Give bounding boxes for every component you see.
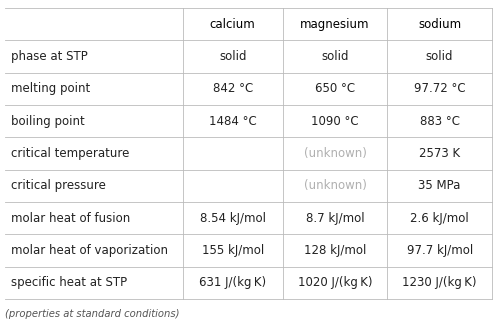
Text: (properties at standard conditions): (properties at standard conditions): [5, 309, 179, 319]
Text: 650 °C: 650 °C: [315, 82, 355, 95]
Text: critical temperature: critical temperature: [11, 147, 129, 160]
Text: 883 °C: 883 °C: [419, 115, 460, 128]
Text: (unknown): (unknown): [304, 179, 366, 192]
Text: 1090 °C: 1090 °C: [311, 115, 359, 128]
Text: 35 MPa: 35 MPa: [418, 179, 461, 192]
Text: sodium: sodium: [418, 18, 461, 31]
Text: molar heat of vaporization: molar heat of vaporization: [11, 244, 168, 257]
Text: 2573 K: 2573 K: [419, 147, 460, 160]
Text: 155 kJ/mol: 155 kJ/mol: [202, 244, 264, 257]
Text: solid: solid: [426, 50, 453, 63]
Text: 1020 J/(kg K): 1020 J/(kg K): [298, 276, 372, 289]
Text: calcium: calcium: [210, 18, 255, 31]
Text: 1484 °C: 1484 °C: [209, 115, 256, 128]
Text: critical pressure: critical pressure: [11, 179, 106, 192]
Text: solid: solid: [219, 50, 247, 63]
Text: 842 °C: 842 °C: [213, 82, 253, 95]
Text: magnesium: magnesium: [300, 18, 370, 31]
Text: 631 J/(kg K): 631 J/(kg K): [199, 276, 266, 289]
Text: specific heat at STP: specific heat at STP: [11, 276, 127, 289]
Text: 8.54 kJ/mol: 8.54 kJ/mol: [200, 212, 266, 225]
Text: solid: solid: [321, 50, 349, 63]
Text: melting point: melting point: [11, 82, 90, 95]
Text: 2.6 kJ/mol: 2.6 kJ/mol: [410, 212, 469, 225]
Text: phase at STP: phase at STP: [11, 50, 87, 63]
Text: 8.7 kJ/mol: 8.7 kJ/mol: [306, 212, 364, 225]
Text: boiling point: boiling point: [11, 115, 84, 128]
Text: 97.7 kJ/mol: 97.7 kJ/mol: [407, 244, 473, 257]
Text: 97.72 °C: 97.72 °C: [414, 82, 466, 95]
Text: molar heat of fusion: molar heat of fusion: [11, 212, 130, 225]
Text: 128 kJ/mol: 128 kJ/mol: [304, 244, 366, 257]
Text: 1230 J/(kg K): 1230 J/(kg K): [403, 276, 477, 289]
Text: (unknown): (unknown): [304, 147, 366, 160]
